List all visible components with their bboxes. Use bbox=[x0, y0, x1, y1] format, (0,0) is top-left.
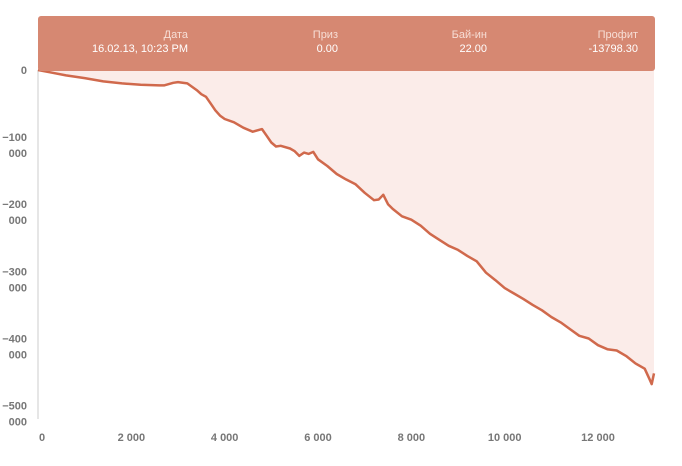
x-tick-label: 12 000 bbox=[581, 432, 615, 444]
tooltip-prize-value: 0.00 bbox=[316, 43, 338, 55]
x-tick-label: 0 bbox=[39, 432, 45, 444]
tooltip-profit-column: Профит -13798.30 bbox=[588, 29, 638, 56]
tooltip-date-value: 16.02.13, 10:23 PM bbox=[91, 43, 188, 55]
tooltip-buyin-header: Бай-ин bbox=[451, 29, 487, 41]
tooltip-prize-header: Приз bbox=[312, 29, 338, 41]
y-tick-label: −100 000 bbox=[2, 132, 27, 160]
profit-series-line bbox=[37, 68, 656, 386]
y-tick-label: −200 000 bbox=[2, 199, 27, 227]
x-tick-label: 2 000 bbox=[118, 432, 146, 444]
tooltip-profit-header: Профит bbox=[597, 29, 638, 41]
y-tick-label: −500 000 bbox=[2, 401, 27, 429]
tooltip-prize-column: Приз 0.00 bbox=[313, 29, 338, 56]
tooltip-buyin-value: 22.00 bbox=[459, 43, 487, 55]
x-tick-label: 6 000 bbox=[304, 432, 332, 444]
y-tick-label: −300 000 bbox=[2, 266, 27, 294]
y-tick-label: −400 000 bbox=[2, 333, 27, 361]
x-tick-label: 4 000 bbox=[211, 432, 239, 444]
tooltip-date-column: Дата 16.02.13, 10:23 PM bbox=[92, 29, 188, 56]
x-tick-label: 8 000 bbox=[398, 432, 426, 444]
tooltip-buyin-column: Бай-ин 22.00 bbox=[452, 29, 487, 56]
hover-tooltip: Дата 16.02.13, 10:23 PM Приз 0.00 Бай-ин… bbox=[38, 16, 655, 71]
tooltip-profit-value: -13798.30 bbox=[588, 43, 638, 55]
profit-area-fill bbox=[38, 70, 654, 385]
y-tick-label: 0 bbox=[21, 65, 27, 77]
x-tick-label: 10 000 bbox=[488, 432, 522, 444]
tooltip-date-header: Дата bbox=[163, 29, 188, 41]
